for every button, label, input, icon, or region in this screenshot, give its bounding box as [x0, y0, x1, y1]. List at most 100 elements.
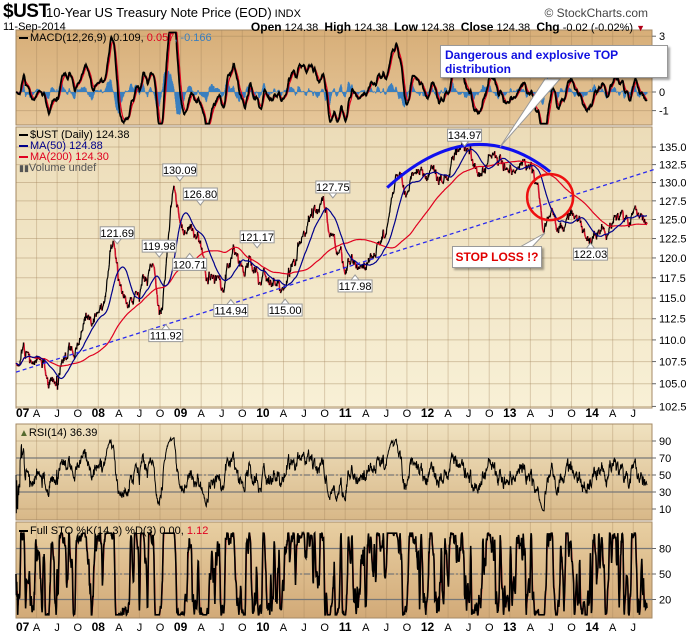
sto-k-line: [15, 530, 648, 618]
label-text: 119.98: [143, 241, 176, 253]
sto-tick-label: 50: [659, 569, 671, 581]
x-tick-label-top: O: [73, 408, 82, 420]
high-label: High: [324, 20, 352, 34]
x-tick-label-top: 12: [421, 406, 435, 420]
rsi-legend: ▲RSI(14) 36.39: [19, 427, 97, 439]
x-tick-label-bottom: A: [609, 622, 617, 634]
x-tick-label-top: O: [320, 408, 329, 420]
x-tick-label-bottom: 12: [421, 620, 435, 634]
label-pointer: [195, 199, 206, 206]
x-tick-label-top: A: [115, 408, 123, 420]
volume-bars-icon: ▮▮: [19, 163, 29, 173]
quote-summary: Open 124.38 High 124.38 Low 124.38 Close…: [251, 20, 645, 34]
label-text: 120.71: [173, 259, 207, 271]
price-tick-label: 115.0: [659, 293, 686, 305]
open-value: 124.38: [284, 22, 319, 34]
exchange: INDX: [274, 8, 301, 20]
stop-loss-callout: STOP LOSS !?: [452, 246, 542, 268]
label-pointer: [174, 175, 185, 182]
price-tick-label: 102.5: [659, 401, 687, 413]
stop-loss-circle: [525, 172, 575, 222]
x-tick-label-bottom: J: [137, 622, 143, 634]
price-tick-label: 107.5: [659, 357, 687, 369]
close-label: Close: [460, 20, 494, 34]
macd-line: [15, 31, 648, 125]
price-value-label: 126.80: [182, 187, 218, 206]
price-value-label: 119.98: [141, 239, 177, 258]
legend-swatch: [19, 37, 28, 40]
x-tick-label-bottom: J: [548, 622, 554, 634]
label-text: 117.98: [339, 281, 372, 293]
x-tick-label-top: O: [238, 408, 247, 420]
label-pointer: [154, 251, 165, 258]
rsi-tick-label: 90: [659, 436, 671, 448]
x-tick-label-top: 08: [92, 406, 106, 420]
x-tick-label-bottom: O: [403, 622, 412, 634]
label-pointer: [585, 242, 596, 249]
x-tick-label-top: A: [609, 408, 617, 420]
x-tick-label-top: J: [631, 408, 637, 420]
low-value: 124.38: [421, 22, 455, 34]
x-tick-label-top: O: [567, 408, 576, 420]
macd-tick-label: 0: [659, 87, 665, 99]
brand-logo: © StockCharts.com: [544, 6, 648, 20]
label-pointer: [252, 242, 263, 249]
x-tick-label-bottom: 11: [339, 620, 352, 634]
label-pointer: [327, 192, 338, 199]
x-tick-label-top: A: [280, 408, 288, 420]
x-tick-label-bottom: O: [320, 622, 329, 634]
x-tick-label-bottom: 13: [503, 620, 517, 634]
rsi-line: [15, 436, 648, 514]
x-tick-label-bottom: O: [485, 622, 494, 634]
x-tick-label-top: J: [301, 408, 307, 420]
ma50-legend-label: MA(50) 124.88: [30, 140, 103, 152]
sto-tick-label: 80: [659, 544, 671, 556]
x-tick-label-bottom: A: [33, 622, 41, 634]
label-pointer: [280, 298, 291, 305]
x-tick-label-bottom: J: [219, 622, 225, 634]
high-value: 124.38: [354, 22, 388, 34]
legend-ma200: MA(200) 124.30: [19, 152, 129, 163]
x-tick-label-top: J: [384, 408, 390, 420]
rsi-tick-label: 50: [659, 470, 671, 482]
x-tick-label-bottom: O: [238, 622, 247, 634]
quote-date: 11-Sep-2014: [3, 21, 66, 33]
label-text: 130.09: [163, 165, 197, 177]
x-tick-label-bottom: 14: [585, 620, 599, 634]
price-tick-label: 132.5: [659, 160, 687, 172]
close-value: 124.38: [496, 22, 531, 34]
price-legend-label: $UST (Daily) 124.38: [30, 129, 130, 141]
label-pointer: [184, 252, 195, 259]
price-value-label: 120.71: [172, 252, 208, 271]
price-legend: $UST (Daily) 124.38 MA(50) 124.88 MA(200…: [19, 130, 129, 174]
x-tick-label-top: J: [54, 408, 60, 420]
rsi-tick-label: 10: [659, 504, 671, 516]
label-pointer: [225, 298, 236, 306]
chg-value: -0.02 (-0.02%): [562, 22, 634, 34]
macd-tick-label: -1: [659, 106, 669, 118]
x-tick-label-top: 09: [174, 406, 188, 420]
price-value-label: 114.94: [213, 298, 249, 318]
label-text: 127.75: [316, 182, 350, 194]
x-tick-label-top: J: [137, 408, 143, 420]
label-text: 115.00: [269, 305, 302, 317]
macd-tick-label: 3: [659, 31, 665, 43]
label-pointer: [160, 323, 171, 331]
open-label: Open: [250, 20, 282, 34]
symbol: $UST: [3, 1, 50, 22]
sto-d-value: 1.12: [183, 525, 209, 537]
label-pointer: [350, 274, 361, 281]
price-tick-label: 135.0: [659, 142, 687, 154]
rsi-tick-label: 30: [659, 487, 671, 499]
x-tick-label-bottom: J: [301, 622, 307, 634]
legend-swatch: [19, 156, 28, 159]
ma200-line: [15, 160, 647, 367]
x-tick-label-top: J: [466, 408, 472, 420]
ma200-legend-label: MA(200) 124.30: [30, 151, 109, 163]
price-tick-label: 127.5: [659, 196, 687, 208]
price-tick-label: 110.0: [659, 335, 686, 347]
x-tick-label-top: O: [156, 408, 165, 420]
x-tick-label-top: O: [485, 408, 494, 420]
price-tick-label: 112.5: [659, 314, 686, 326]
label-text: 122.03: [574, 249, 608, 261]
